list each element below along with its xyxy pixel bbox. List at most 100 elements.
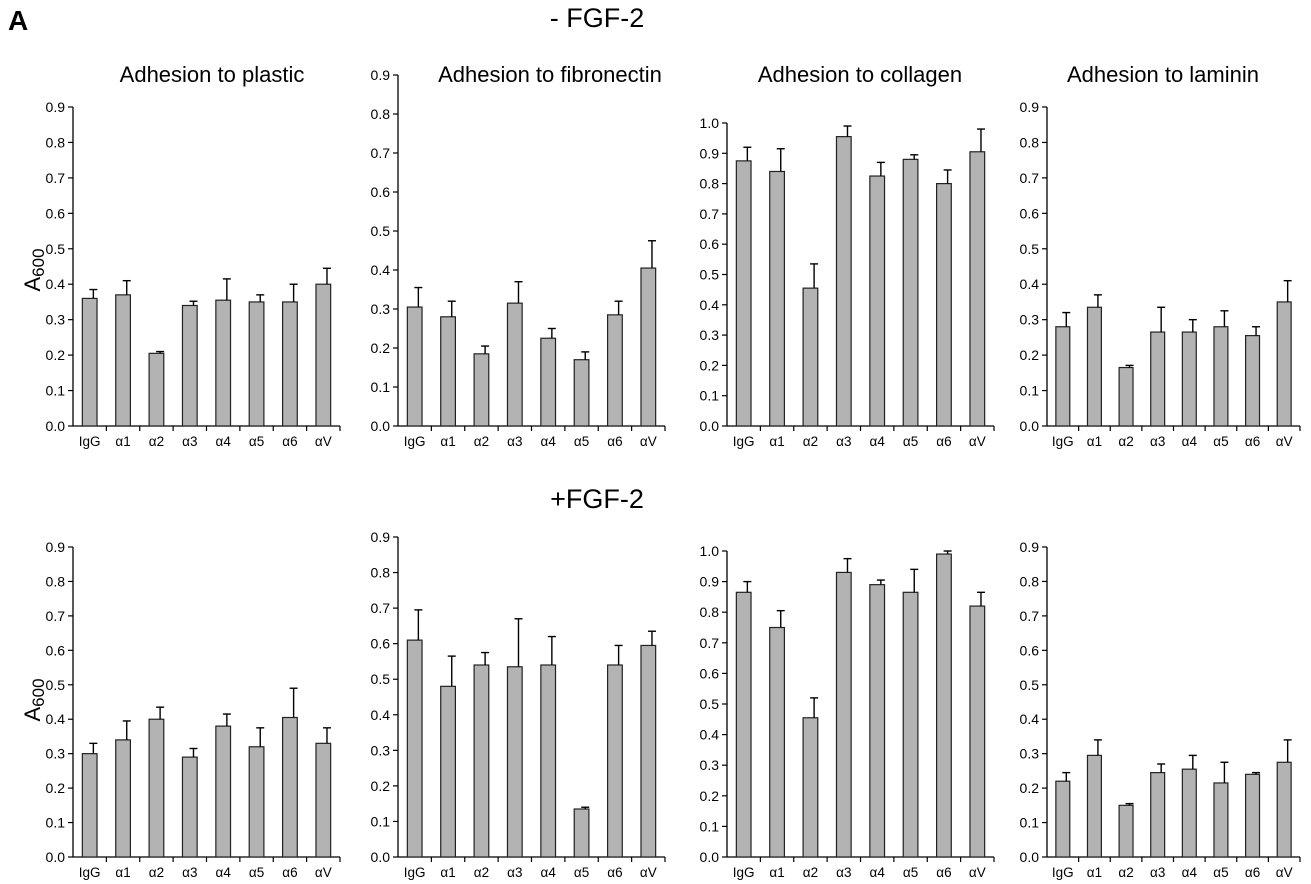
chart-panel-3: Adhesion to collagen 0.0 0.1 0.2 0.3 0.4 0.5 0.…: [700, 62, 995, 449]
x-tick-label: α5: [574, 865, 589, 880]
ylabel-main: A: [20, 277, 45, 292]
chart-panel-1: Adhesion to plastic 0.0 0.1 0.2 0.3 0.4 0.5 0.6…: [46, 62, 341, 449]
y-tick-label: 0.3: [700, 327, 720, 343]
bar: [540, 337, 557, 427]
y-tick-label: 1.0: [700, 115, 720, 131]
y-tick-label: 0.0: [46, 849, 66, 865]
y-tick-label: 0.8: [46, 573, 66, 589]
bar: [148, 352, 165, 427]
y-tick-label: 0.3: [700, 757, 720, 773]
bar: [573, 359, 590, 427]
x-tick-label: α6: [282, 865, 297, 880]
y-tick-label: 0.7: [371, 145, 391, 161]
row-title-minus-fgf2: - FGF-2: [550, 3, 645, 33]
bar: [1086, 754, 1102, 858]
y-tick-label: 0.1: [371, 379, 391, 395]
x-tick-label: α5: [1213, 434, 1228, 449]
y-tick-label: 0.1: [700, 818, 720, 834]
y-tick-label: 0.4: [371, 707, 391, 723]
bar: [506, 666, 523, 858]
bar: [1118, 366, 1134, 427]
x-tick-label: α6: [1245, 434, 1260, 449]
panel-label: A: [8, 5, 28, 36]
bar: [902, 158, 919, 427]
charts-group: Adhesion to plastic 0.0 0.1 0.2 0.3 0.4 0.5 0.6…: [46, 62, 1301, 880]
y-tick-label: 0.8: [371, 106, 391, 122]
y-tick-label: 0.9: [1020, 539, 1040, 555]
bar: [506, 302, 523, 427]
bar: [640, 267, 657, 427]
y-tick-label: 0.3: [371, 301, 391, 317]
bar: [606, 664, 623, 858]
y-tick-label: 0.6: [46, 205, 66, 221]
y-tick-label: 0.2: [371, 778, 391, 794]
y-tick-label: 0.4: [371, 262, 391, 278]
y-tick-label: 0.0: [700, 849, 720, 865]
x-tick-label: αV: [640, 865, 657, 880]
x-tick-label: α4: [541, 865, 557, 880]
chart-panel-8: 0.0 0.1 0.2 0.3 0.4 0.5 0.6 0.7 0.8 0.9 IgG α1 α2 α3 α…: [1020, 539, 1301, 880]
bar: [640, 644, 657, 858]
x-tick-label: α2: [803, 865, 818, 880]
y-tick-label: 0.6: [46, 642, 66, 658]
bar: [769, 626, 786, 858]
x-tick-label: α6: [607, 865, 622, 880]
bar: [735, 160, 752, 427]
y-tick-label: 0.5: [1020, 677, 1040, 693]
bar: [440, 685, 457, 858]
x-tick-label: IgG: [404, 865, 426, 880]
x-tick-label: α4: [216, 865, 232, 880]
y-tick-label: 0.1: [1020, 815, 1040, 831]
bar: [735, 591, 752, 858]
y-tick-label: 0.5: [700, 267, 720, 283]
bar: [440, 316, 457, 427]
y-tick-label: 0.6: [700, 665, 720, 681]
y-axis-label-bottom: A600: [20, 678, 48, 721]
y-tick-label: 0.5: [700, 696, 720, 712]
x-tick-label: α1: [115, 434, 130, 449]
bar: [181, 756, 198, 858]
x-tick-label: α4: [870, 434, 886, 449]
x-tick-label: αV: [315, 434, 332, 449]
x-tick-label: α6: [936, 434, 951, 449]
bar: [281, 716, 298, 858]
x-tick-label: αV: [969, 865, 986, 880]
x-tick-label: α2: [149, 865, 164, 880]
y-tick-label: 0.8: [1020, 573, 1040, 589]
chart-panel-5: 0.0 0.1 0.2 0.3 0.4 0.5 0.6 0.7 0.8 0.9 IgG α1 α2 α3 α…: [46, 539, 341, 880]
y-tick-label: 0.2: [46, 780, 66, 796]
x-tick-label: α6: [282, 434, 297, 449]
x-tick-label: α5: [574, 434, 589, 449]
bar: [802, 287, 819, 427]
x-tick-label: IgG: [1052, 434, 1074, 449]
bar: [1181, 768, 1197, 858]
y-tick-label: 0.6: [700, 236, 720, 252]
svg-text:A600: A600: [20, 678, 48, 721]
y-tick-label: 0.4: [46, 711, 66, 727]
y-tick-label: 0.0: [1020, 418, 1040, 434]
y-tick-label: 0.1: [700, 388, 720, 404]
x-tick-label: α4: [541, 434, 557, 449]
y-tick-label: 0.1: [46, 815, 66, 831]
x-tick-label: IgG: [404, 434, 426, 449]
bar: [1055, 326, 1071, 427]
x-tick-label: α1: [440, 434, 455, 449]
y-tick-label: 0.7: [371, 600, 391, 616]
x-tick-label: α4: [870, 865, 886, 880]
bar: [769, 170, 786, 427]
y-tick-label: 0.7: [1020, 170, 1040, 186]
bar: [1245, 335, 1261, 427]
bar: [281, 301, 298, 427]
chart-title: Adhesion to laminin: [1067, 62, 1259, 87]
y-tick-label: 0.9: [46, 99, 66, 115]
y-tick-label: 0.6: [371, 184, 391, 200]
chart-title: Adhesion to fibronectin: [438, 62, 662, 87]
x-tick-label: α6: [607, 434, 622, 449]
ylabel-sub: 600: [29, 678, 48, 706]
bar: [1055, 780, 1071, 858]
bar: [835, 136, 852, 427]
x-tick-label: α1: [1087, 434, 1102, 449]
y-tick-label: 0.6: [1020, 642, 1040, 658]
y-tick-label: 0.2: [46, 347, 66, 363]
